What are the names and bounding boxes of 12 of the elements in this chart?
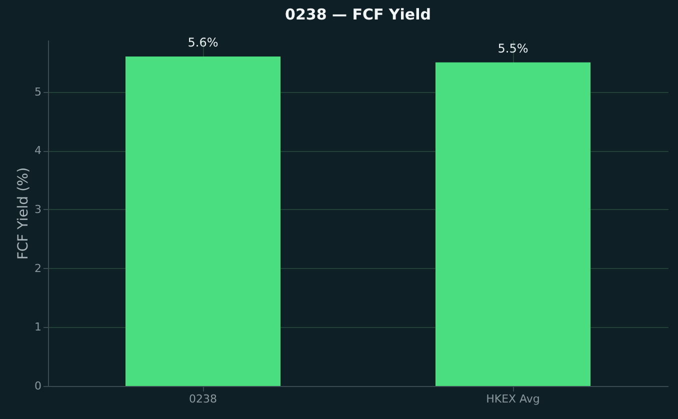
y-tick-label: 5 — [34, 85, 42, 98]
x-tick-label: 0238 — [189, 392, 217, 406]
y-tick-label: 3 — [34, 202, 42, 216]
y-tick-label: 1 — [34, 320, 42, 334]
y-tick-label: 0 — [34, 380, 42, 392]
data-label: 5.6% — [188, 35, 218, 50]
data-label: 5.5% — [498, 41, 528, 56]
y-tick-label: 2 — [34, 262, 42, 275]
y-tick-label: 4 — [34, 144, 42, 158]
y-axis-title: FCF Yield (%) — [16, 167, 32, 260]
chart-title: 0238 — FCF Yield — [285, 5, 431, 24]
x-tick-label: HKEX Avg — [486, 392, 540, 406]
